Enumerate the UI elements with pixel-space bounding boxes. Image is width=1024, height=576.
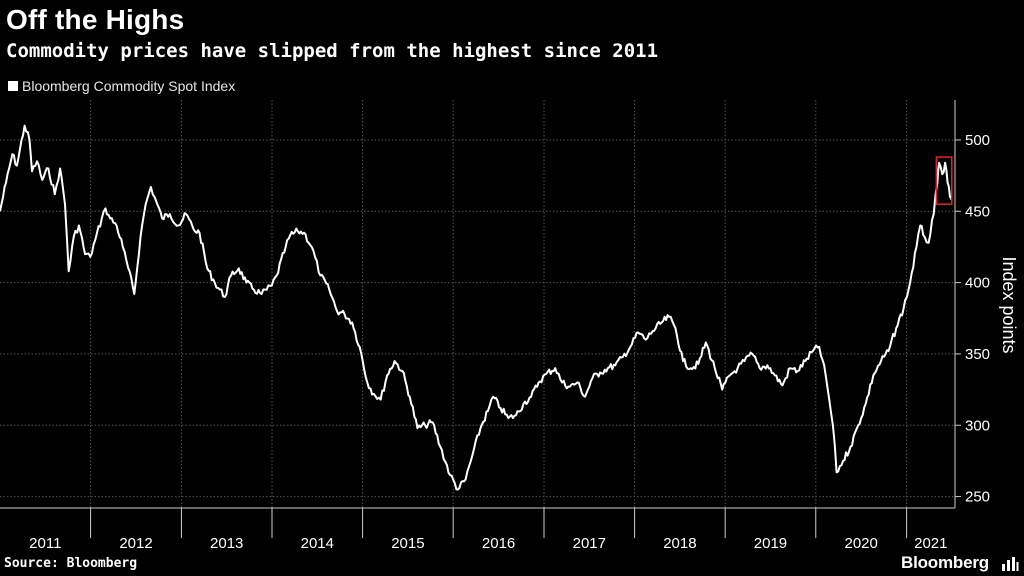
chart-subtitle: Commodity prices have slipped from the h… bbox=[6, 40, 659, 62]
source-note: Source: Bloomberg bbox=[4, 556, 138, 571]
grid bbox=[0, 100, 961, 538]
x-tick-label-2017: 2017 bbox=[573, 535, 606, 552]
y-tick-label-500: 500 bbox=[965, 132, 990, 149]
bloomberg-logo: Bloomberg bbox=[901, 553, 989, 572]
series-group bbox=[0, 124, 953, 491]
axes bbox=[0, 100, 956, 509]
x-tick-label-2016: 2016 bbox=[482, 535, 515, 552]
x-tick-label-2015: 2015 bbox=[391, 535, 424, 552]
series-line-0 bbox=[0, 124, 953, 491]
y-axis-label: Index points bbox=[999, 256, 1019, 353]
highlight-box bbox=[935, 156, 953, 205]
legend-label: Bloomberg Commodity Spot Index bbox=[22, 78, 236, 94]
y-tick-label-250: 250 bbox=[965, 489, 990, 506]
x-tick-label-2018: 2018 bbox=[663, 535, 696, 552]
y-tick-label-450: 450 bbox=[965, 203, 990, 220]
x-tick-label-2019: 2019 bbox=[754, 535, 787, 552]
y-tick-label-300: 300 bbox=[965, 417, 990, 434]
legend: Bloomberg Commodity Spot Index bbox=[8, 78, 235, 94]
x-tick-label-2020: 2020 bbox=[845, 535, 878, 552]
x-tick-label-2021: 2021 bbox=[914, 535, 947, 552]
x-tick-label-2012: 2012 bbox=[119, 535, 152, 552]
bloomberg-chart-icon bbox=[1002, 557, 1019, 571]
legend-swatch bbox=[8, 81, 18, 91]
x-tick-labels: 2011 2012 2013 2014 2015 2016 2017 2018 2019 2020… bbox=[29, 535, 947, 552]
x-tick-label-2013: 2013 bbox=[210, 535, 243, 552]
highlight-group bbox=[935, 156, 953, 205]
y-tick-label-350: 350 bbox=[965, 346, 990, 363]
y-tick-label-400: 400 bbox=[965, 275, 990, 292]
x-tick-label-2014: 2014 bbox=[301, 535, 334, 552]
chart-title: Off the Highs bbox=[6, 4, 185, 35]
x-tick-label-2011: 2011 bbox=[29, 535, 61, 552]
y-tick-labels: 250 300 350 400 450 500 bbox=[965, 132, 990, 506]
